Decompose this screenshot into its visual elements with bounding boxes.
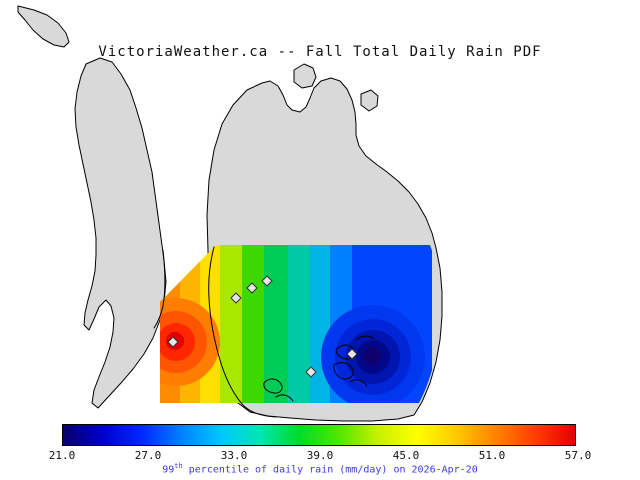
colorbar-ticks: 21.0 27.0 33.0 39.0 45.0 51.0 57.0	[49, 449, 592, 463]
coast-channel-west	[208, 246, 277, 418]
caption-ordinal-suffix: th	[174, 462, 183, 470]
station-marker	[346, 348, 358, 360]
station-marker	[246, 282, 258, 294]
coast-harbour-4	[355, 335, 375, 341]
colorbar-tick: 33.0	[220, 449, 248, 462]
colorbar-tick: 51.0	[478, 449, 506, 462]
colorbar-tick: 57.0	[564, 449, 592, 462]
colorbar	[62, 424, 576, 446]
caption-text: percentile of daily rain (mm/day) on 202…	[182, 464, 478, 476]
colorbar-tick: 45.0	[392, 449, 420, 462]
contour-field	[160, 245, 432, 403]
station-marker	[261, 275, 273, 287]
station-markers	[167, 275, 358, 378]
island-north-a	[293, 63, 317, 89]
station-marker	[167, 336, 179, 348]
station-marker	[230, 292, 242, 304]
island-north-b	[360, 89, 379, 112]
coast-bay-2	[275, 394, 294, 402]
coast-bay-1	[263, 378, 283, 394]
caption: 99th percentile of daily rain (mm/day) o…	[0, 462, 640, 475]
caption-value: 99	[162, 464, 175, 476]
page-title: VictoriaWeather.ca -- Fall Total Daily R…	[98, 44, 542, 60]
coastline-overlay	[153, 246, 375, 418]
coast-harbour-2	[333, 362, 354, 380]
coast-harbour-3	[349, 379, 368, 387]
land-top-left-shore	[17, 5, 70, 48]
colorbar-tick: 27.0	[134, 449, 162, 462]
colorbar-tick: 39.0	[306, 449, 334, 462]
coast-inlet-edge	[153, 249, 166, 329]
contour-low-center	[321, 305, 425, 403]
land-west-peninsula	[74, 57, 167, 409]
colorbar-tick: 21.0	[48, 449, 76, 462]
station-marker	[305, 366, 317, 378]
